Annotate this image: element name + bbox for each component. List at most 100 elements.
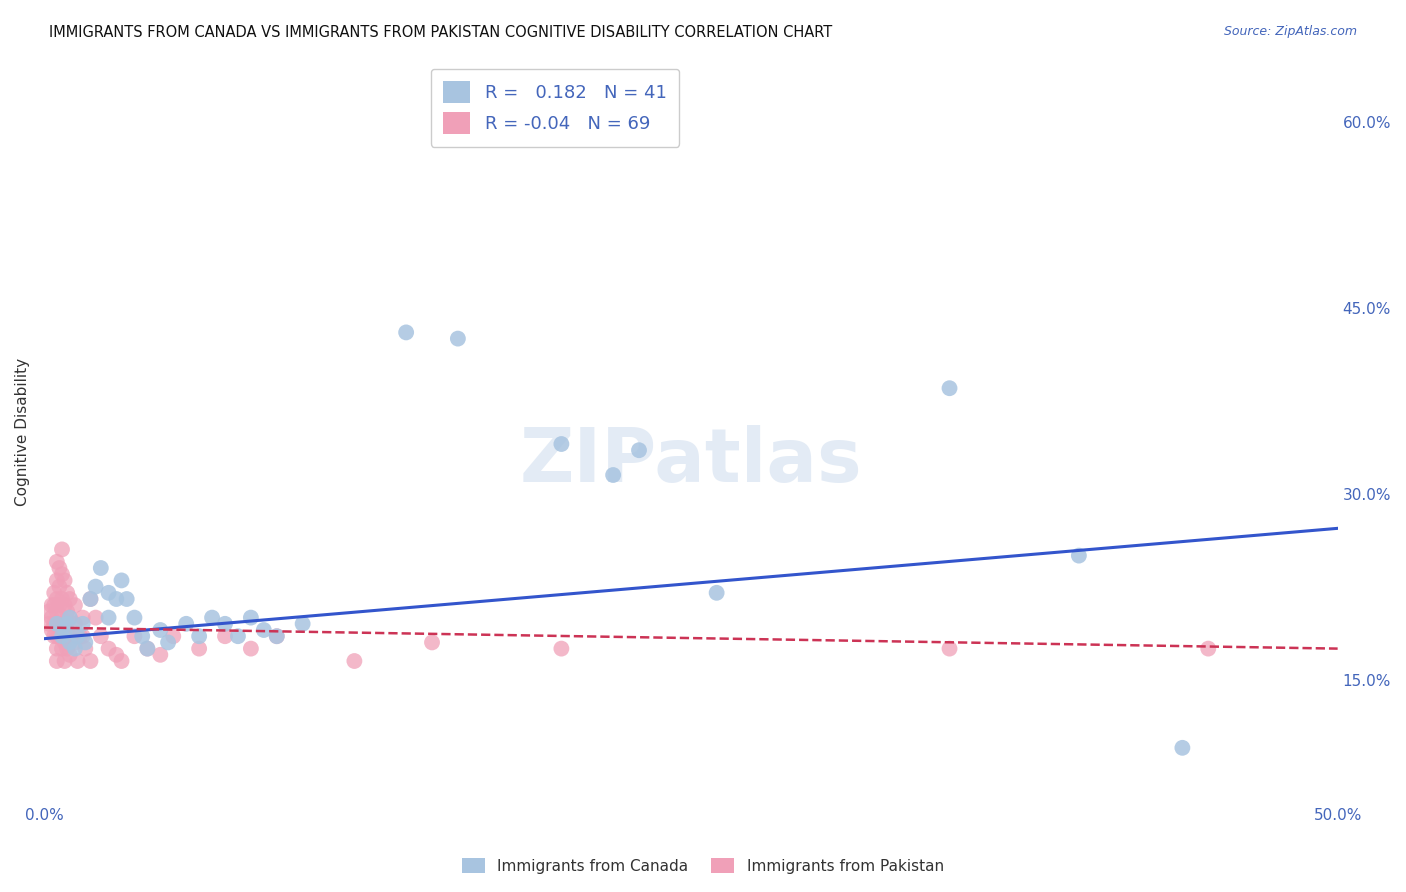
Point bbox=[72, 616, 94, 631]
Point bbox=[157, 635, 180, 649]
Point bbox=[214, 616, 236, 631]
Point bbox=[79, 592, 101, 607]
Point bbox=[53, 654, 76, 668]
Point bbox=[110, 654, 132, 668]
Point bbox=[63, 641, 86, 656]
Point bbox=[110, 574, 132, 588]
Point bbox=[45, 574, 67, 588]
Point bbox=[48, 629, 70, 643]
Point bbox=[627, 443, 650, 458]
Point bbox=[90, 561, 112, 575]
Point bbox=[45, 616, 67, 631]
Point bbox=[239, 610, 262, 624]
Point bbox=[131, 629, 153, 643]
Point bbox=[45, 629, 67, 643]
Point bbox=[420, 635, 443, 649]
Point bbox=[550, 437, 572, 451]
Point bbox=[56, 586, 79, 600]
Point bbox=[38, 604, 60, 618]
Point bbox=[53, 598, 76, 612]
Point bbox=[38, 616, 60, 631]
Point bbox=[56, 604, 79, 618]
Point bbox=[51, 592, 73, 607]
Point bbox=[44, 598, 66, 612]
Point bbox=[79, 592, 101, 607]
Text: ZIPatlas: ZIPatlas bbox=[519, 425, 862, 498]
Point bbox=[45, 616, 67, 631]
Point bbox=[69, 629, 91, 643]
Legend: R =   0.182   N = 41, R = -0.04   N = 69: R = 0.182 N = 41, R = -0.04 N = 69 bbox=[430, 69, 679, 147]
Point bbox=[51, 641, 73, 656]
Point bbox=[45, 592, 67, 607]
Point bbox=[239, 641, 262, 656]
Point bbox=[41, 598, 63, 612]
Point bbox=[66, 629, 89, 643]
Point bbox=[44, 629, 66, 643]
Point bbox=[51, 567, 73, 582]
Point bbox=[938, 381, 960, 395]
Point bbox=[97, 641, 120, 656]
Point bbox=[72, 610, 94, 624]
Point bbox=[97, 586, 120, 600]
Point bbox=[48, 561, 70, 575]
Point bbox=[136, 641, 159, 656]
Point bbox=[51, 610, 73, 624]
Point bbox=[266, 629, 288, 643]
Point bbox=[174, 616, 197, 631]
Point bbox=[41, 623, 63, 637]
Point bbox=[149, 648, 172, 662]
Point bbox=[149, 623, 172, 637]
Point bbox=[45, 604, 67, 618]
Point bbox=[395, 326, 418, 340]
Point bbox=[41, 610, 63, 624]
Point bbox=[45, 654, 67, 668]
Point bbox=[602, 468, 624, 483]
Point bbox=[51, 623, 73, 637]
Point bbox=[53, 616, 76, 631]
Point bbox=[253, 623, 276, 637]
Point bbox=[72, 629, 94, 643]
Point bbox=[1067, 549, 1090, 563]
Point bbox=[59, 648, 82, 662]
Point bbox=[136, 641, 159, 656]
Point bbox=[84, 580, 107, 594]
Point bbox=[1171, 740, 1194, 755]
Point bbox=[59, 610, 82, 624]
Point bbox=[124, 610, 146, 624]
Point bbox=[550, 641, 572, 656]
Y-axis label: Cognitive Disability: Cognitive Disability bbox=[15, 358, 30, 506]
Point bbox=[188, 629, 211, 643]
Point bbox=[105, 648, 128, 662]
Point bbox=[124, 629, 146, 643]
Point bbox=[214, 629, 236, 643]
Point bbox=[75, 635, 97, 649]
Point bbox=[97, 610, 120, 624]
Point bbox=[291, 616, 314, 631]
Point bbox=[938, 641, 960, 656]
Point bbox=[105, 592, 128, 607]
Point bbox=[63, 598, 86, 612]
Point bbox=[56, 623, 79, 637]
Point bbox=[266, 629, 288, 643]
Point bbox=[188, 641, 211, 656]
Point bbox=[75, 641, 97, 656]
Point bbox=[51, 542, 73, 557]
Point bbox=[59, 592, 82, 607]
Point bbox=[63, 616, 86, 631]
Point bbox=[201, 610, 224, 624]
Text: IMMIGRANTS FROM CANADA VS IMMIGRANTS FROM PAKISTAN COGNITIVE DISABILITY CORRELAT: IMMIGRANTS FROM CANADA VS IMMIGRANTS FRO… bbox=[49, 25, 832, 40]
Point bbox=[44, 586, 66, 600]
Point bbox=[53, 574, 76, 588]
Point bbox=[53, 623, 76, 637]
Point bbox=[56, 641, 79, 656]
Point bbox=[84, 610, 107, 624]
Point bbox=[63, 635, 86, 649]
Point bbox=[48, 580, 70, 594]
Point bbox=[59, 635, 82, 649]
Point bbox=[79, 654, 101, 668]
Point bbox=[706, 586, 728, 600]
Point bbox=[51, 629, 73, 643]
Point bbox=[59, 610, 82, 624]
Point bbox=[226, 629, 249, 643]
Point bbox=[48, 616, 70, 631]
